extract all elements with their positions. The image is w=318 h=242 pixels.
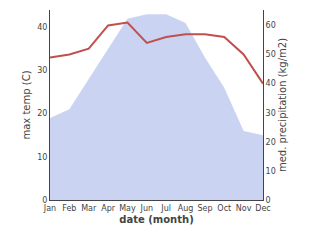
svg-text:date (month): date (month) [119, 214, 193, 225]
svg-text:0: 0 [266, 196, 271, 205]
svg-text:30: 30 [266, 109, 276, 118]
svg-text:Mar: Mar [81, 204, 97, 213]
svg-text:Oct: Oct [217, 204, 231, 213]
svg-text:max temp (C): max temp (C) [21, 70, 32, 139]
svg-text:0: 0 [42, 196, 47, 205]
svg-text:20: 20 [37, 109, 47, 118]
svg-text:40: 40 [266, 79, 276, 88]
svg-text:10: 10 [266, 167, 276, 176]
svg-text:Apr: Apr [101, 204, 116, 213]
svg-text:Sep: Sep [197, 204, 212, 213]
svg-text:Feb: Feb [62, 204, 76, 213]
svg-text:Nov: Nov [236, 204, 252, 213]
svg-text:40: 40 [37, 23, 47, 32]
svg-text:May: May [119, 204, 136, 213]
svg-text:Jun: Jun [140, 204, 154, 213]
svg-text:50: 50 [266, 50, 276, 59]
svg-text:med. precipitation (kg/m2): med. precipitation (kg/m2) [277, 38, 288, 172]
svg-text:20: 20 [266, 138, 276, 147]
svg-text:Aug: Aug [178, 204, 194, 213]
svg-text:60: 60 [266, 21, 276, 30]
svg-text:10: 10 [37, 153, 47, 162]
svg-text:30: 30 [37, 66, 47, 75]
svg-text:Jul: Jul [160, 204, 171, 213]
svg-text:Dec: Dec [255, 204, 270, 213]
svg-text:Jan: Jan [43, 204, 56, 213]
